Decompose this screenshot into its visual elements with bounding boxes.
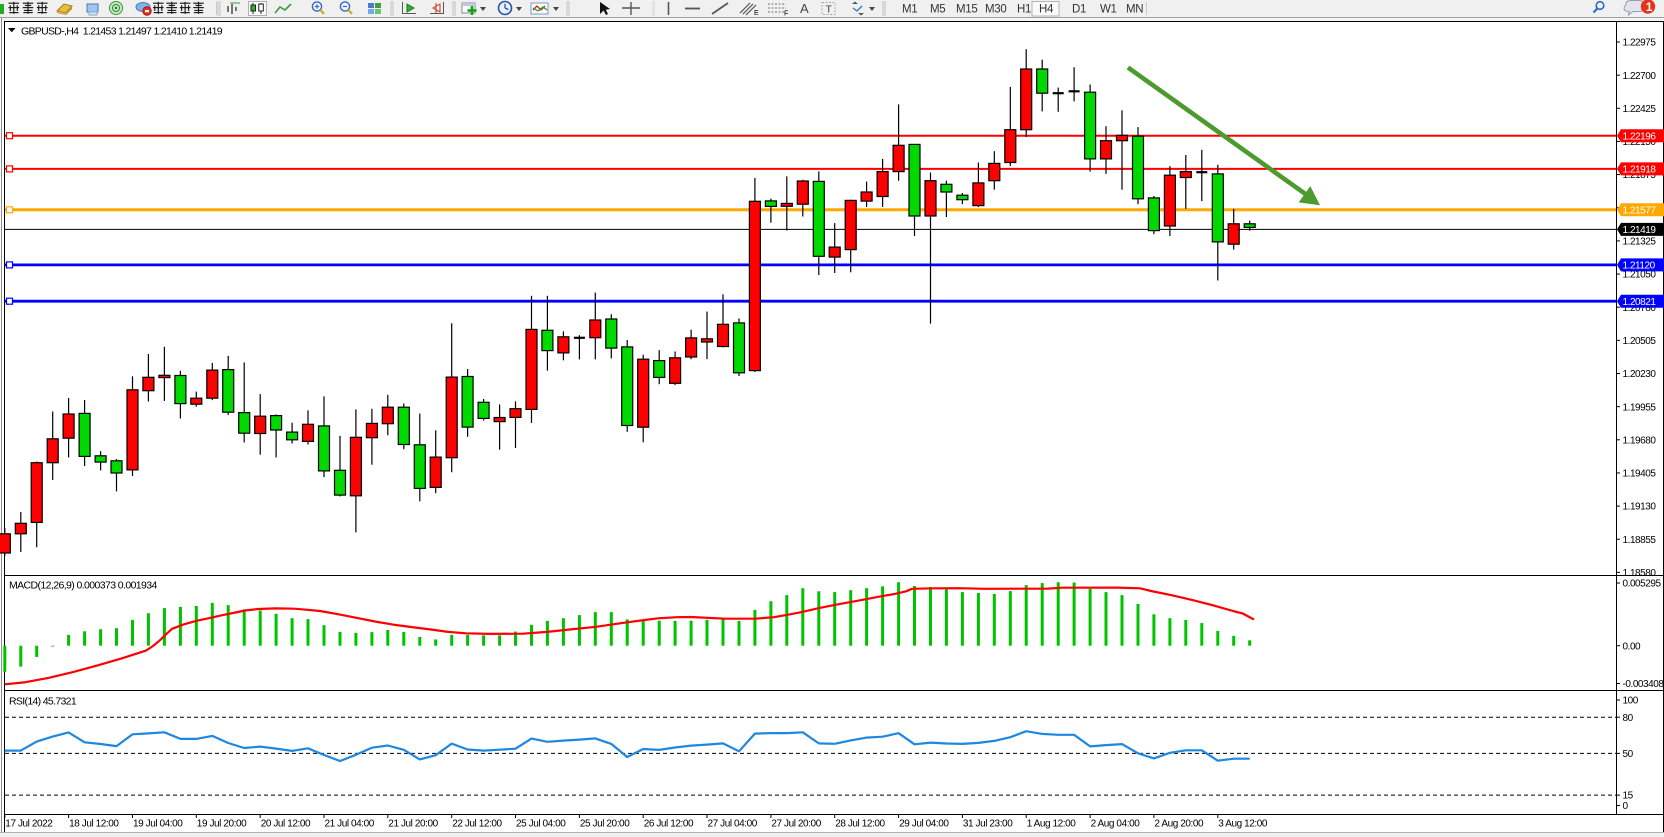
svg-text:1.19955: 1.19955: [1623, 402, 1657, 413]
svg-text:100: 100: [1623, 696, 1639, 707]
svg-text:19 Jul 20:00: 19 Jul 20:00: [197, 819, 247, 830]
svg-text:80: 80: [1623, 713, 1634, 724]
svg-text:1.21875: 1.21875: [1623, 170, 1657, 181]
svg-text:1.18855: 1.18855: [1623, 535, 1657, 546]
svg-text:1.19130: 1.19130: [1623, 502, 1657, 513]
svg-text:20 Jul 12:00: 20 Jul 12:00: [261, 819, 311, 830]
svg-text:1.22425: 1.22425: [1623, 104, 1657, 115]
svg-text:M15: M15: [956, 4, 977, 16]
svg-text:1.22975: 1.22975: [1623, 38, 1657, 49]
svg-text:2 Aug 20:00: 2 Aug 20:00: [1154, 819, 1204, 830]
svg-text:0: 0: [1623, 801, 1629, 812]
svg-text:0.00: 0.00: [1623, 641, 1642, 652]
svg-text:1.21419: 1.21419: [1623, 225, 1657, 236]
svg-text:1.20780: 1.20780: [1623, 303, 1657, 314]
svg-text:1.22150: 1.22150: [1623, 137, 1657, 148]
svg-text:19 Jul 04:00: 19 Jul 04:00: [133, 819, 183, 830]
svg-text:1.21325: 1.21325: [1623, 237, 1657, 248]
svg-text:28 Jul 12:00: 28 Jul 12:00: [835, 819, 885, 830]
svg-text:1.20230: 1.20230: [1623, 369, 1657, 380]
svg-text:21 Jul 20:00: 21 Jul 20:00: [388, 819, 438, 830]
svg-text:1.19680: 1.19680: [1623, 435, 1657, 446]
svg-text:22 Jul 12:00: 22 Jul 12:00: [452, 819, 502, 830]
svg-text:T: T: [826, 4, 833, 16]
svg-text:1.22196: 1.22196: [1623, 131, 1657, 142]
svg-text:W1: W1: [1100, 4, 1117, 16]
svg-text:H4: H4: [1039, 4, 1054, 16]
svg-text:E: E: [754, 10, 759, 17]
svg-text:GBPUSD-,H4 1.21453 1.21497 1.: GBPUSD-,H4 1.21453 1.21497 1.21410 1.214…: [21, 25, 223, 37]
svg-text:2 Aug 04:00: 2 Aug 04:00: [1091, 819, 1141, 830]
svg-text:MACD(12,26,9) 0.000373 0.00193: MACD(12,26,9) 0.000373 0.001934: [9, 579, 158, 591]
svg-text:1.21918: 1.21918: [1623, 165, 1657, 176]
svg-text:1.21577: 1.21577: [1623, 205, 1657, 216]
svg-text:MN: MN: [1126, 4, 1143, 16]
svg-text:H1: H1: [1017, 4, 1031, 16]
svg-text:1.20821: 1.20821: [1623, 297, 1657, 308]
svg-text:21 Jul 04:00: 21 Jul 04:00: [325, 819, 375, 830]
svg-text:1: 1: [1646, 0, 1653, 14]
svg-text:25 Jul 20:00: 25 Jul 20:00: [580, 819, 630, 830]
svg-text:25 Jul 04:00: 25 Jul 04:00: [516, 819, 566, 830]
svg-text:1 Aug 12:00: 1 Aug 12:00: [1027, 819, 1077, 830]
svg-text:31 Jul 23:00: 31 Jul 23:00: [963, 819, 1013, 830]
svg-text:1.20505: 1.20505: [1623, 336, 1657, 347]
svg-text:-0.003408: -0.003408: [1623, 679, 1664, 690]
svg-text:M1: M1: [902, 4, 917, 16]
svg-text:1.21120: 1.21120: [1623, 261, 1656, 272]
svg-text:50: 50: [1623, 749, 1634, 760]
svg-text:A: A: [800, 1, 809, 16]
svg-text:1.21050: 1.21050: [1623, 270, 1657, 281]
svg-text:15: 15: [1623, 791, 1634, 802]
svg-text:27 Jul 20:00: 27 Jul 20:00: [771, 819, 821, 830]
svg-text:F: F: [784, 11, 788, 18]
svg-text:18 Jul 12:00: 18 Jul 12:00: [69, 819, 119, 830]
svg-text:1.18580: 1.18580: [1623, 568, 1657, 579]
svg-text:1.19405: 1.19405: [1623, 469, 1657, 480]
svg-text:27 Jul 04:00: 27 Jul 04:00: [708, 819, 758, 830]
svg-text:3 Aug 12:00: 3 Aug 12:00: [1218, 819, 1268, 830]
svg-text:1.22700: 1.22700: [1623, 71, 1657, 82]
svg-text:RSI(14) 45.7321: RSI(14) 45.7321: [9, 696, 77, 708]
svg-text:26 Jul 12:00: 26 Jul 12:00: [644, 819, 694, 830]
svg-text:M30: M30: [985, 4, 1006, 16]
svg-text:D1: D1: [1072, 4, 1086, 16]
svg-text:0.005295: 0.005295: [1623, 579, 1662, 590]
svg-text:M5: M5: [930, 4, 945, 16]
svg-text:17 Jul 2022: 17 Jul 2022: [5, 819, 53, 830]
svg-text:29 Jul 04:00: 29 Jul 04:00: [899, 819, 949, 830]
